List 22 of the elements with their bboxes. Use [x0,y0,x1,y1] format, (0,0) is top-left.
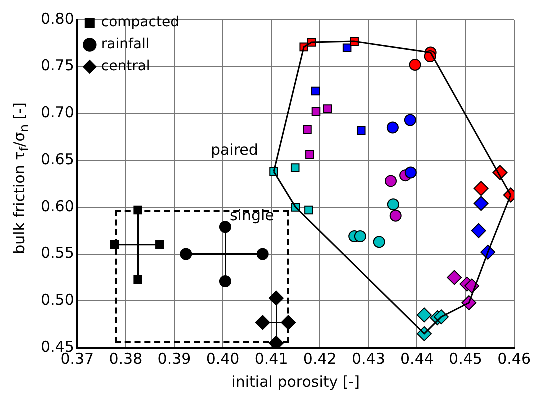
x-tick-label: 0.43 [352,350,386,368]
annotation: paired [210,141,258,160]
y-tick-label: 0.60 [40,197,74,216]
legend-label: compacted [101,14,180,31]
x-tick-label: 0.39 [158,350,192,368]
x-tick-label: 0.45 [449,350,482,368]
x-tick-label: 0.41 [254,350,288,368]
y-tick-label: 0.65 [40,150,74,168]
y-tick-label: 0.70 [40,104,74,122]
x-tick-label: 0.44 [400,350,434,368]
x-tick-label: 0.46 [498,350,532,368]
x-tick-label: 0.42 [303,350,337,368]
y-tick-label: 0.50 [40,291,74,310]
x-tick-label: 0.40 [206,350,240,368]
legend-label: rainfall [101,36,150,53]
y-tick-label: 0.55 [40,244,74,262]
y-tick-label: 0.75 [40,56,74,75]
y-tick-label: 0.80 [40,10,74,28]
legend-label: central [101,58,150,75]
x-axis-title: initial porosity [-] [232,372,360,391]
annotation: single [230,206,274,225]
x-tick-label: 0.38 [109,350,143,368]
